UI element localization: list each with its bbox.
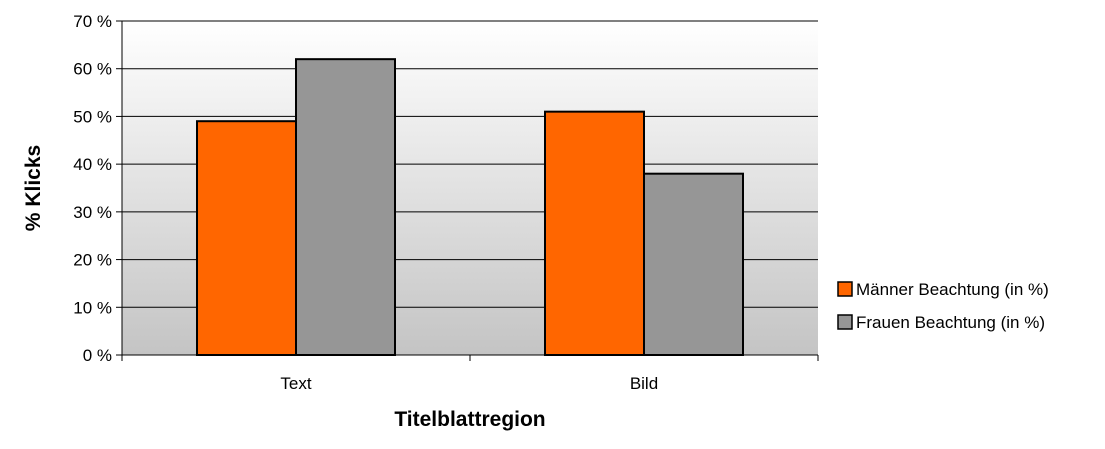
x-category-label: Text xyxy=(280,374,311,393)
y-tick-label: 20 % xyxy=(73,251,112,270)
bar-text-series-1 xyxy=(196,120,297,356)
bar-bild-series-2 xyxy=(643,172,744,356)
legend-label: Frauen Beachtung (in %) xyxy=(856,313,1045,332)
y-tick-label: 60 % xyxy=(73,60,112,79)
y-tick-label: 70 % xyxy=(73,12,112,31)
x-category-labels: Text Bild xyxy=(280,374,658,393)
y-axis-title: % Klicks xyxy=(22,145,45,231)
y-tick-label: 40 % xyxy=(73,155,112,174)
bar-text-series-2 xyxy=(295,58,396,357)
bar-bild-series-1 xyxy=(544,110,645,356)
x-category-label: Bild xyxy=(630,374,658,393)
y-tick-label: 0 % xyxy=(83,346,112,365)
legend-label: Männer Beachtung (in %) xyxy=(856,280,1049,299)
x-axis-title: Titelblattregion xyxy=(394,408,545,431)
y-tick-label: 50 % xyxy=(73,107,112,126)
legend-swatch xyxy=(837,314,853,330)
y-tick-label: 30 % xyxy=(73,203,112,222)
y-tick-label: 10 % xyxy=(73,298,112,317)
legend: Männer Beachtung (in %) Frauen Beachtung … xyxy=(837,280,1049,332)
legend-swatch xyxy=(837,281,853,297)
y-tick-labels: 0 % 10 % 20 % 30 % 40 % 50 % 60 % 70 % xyxy=(73,12,112,365)
axes xyxy=(116,20,819,361)
